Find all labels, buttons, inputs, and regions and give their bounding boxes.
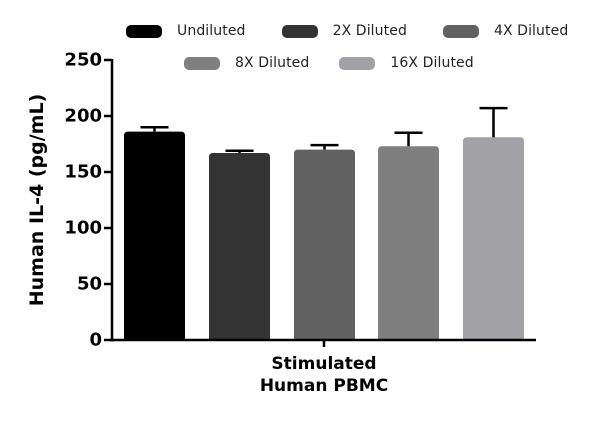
y-tick-label: 150: [64, 161, 102, 183]
legend-swatch: [184, 56, 220, 70]
y-tick-label: 100: [64, 217, 102, 239]
legend-swatch: [442, 24, 479, 38]
bar-16x-diluted: [463, 137, 524, 340]
legend-row-1: Undiluted 2X Diluted 4X Diluted: [126, 23, 590, 39]
error-bar-4x-diluted: [310, 143, 339, 150]
bar-8x-diluted: [378, 146, 439, 340]
legend-item-8x-diluted: 8X Diluted: [184, 55, 309, 71]
y-tick-label: 200: [64, 105, 102, 127]
legend-item-2x-diluted: 2X Diluted: [281, 23, 407, 39]
y-tick-label: 50: [76, 273, 102, 295]
legend-item-undiluted: Undiluted: [126, 23, 246, 39]
legend-label: Undiluted: [177, 23, 246, 39]
x-axis-label: Stimulated Human PBMC: [260, 353, 388, 397]
legend-item-4x-diluted: 4X Diluted: [442, 23, 569, 39]
y-axis-title: Human IL-4 (pg/mL): [26, 93, 48, 307]
error-bars: [140, 106, 508, 153]
x-axis-label-line-1: Stimulated: [271, 354, 377, 374]
error-bar-16x-diluted: [479, 106, 508, 138]
legend-label: 2X Diluted: [332, 23, 407, 39]
bar-2x-diluted: [209, 152, 270, 340]
legend-label: 16X Diluted: [390, 55, 474, 71]
bar-group: [124, 131, 524, 340]
y-tick-label: 0: [89, 329, 102, 351]
bar-undiluted: [124, 131, 185, 340]
legend-label: 8X Diluted: [235, 55, 310, 71]
error-bar-2x-diluted: [225, 149, 254, 153]
axes: [104, 58, 536, 347]
y-tick-label: 250: [64, 49, 102, 71]
x-axis-label-line-2: Human PBMC: [259, 376, 389, 396]
legend-label: 4X Diluted: [493, 23, 569, 39]
legend-swatch: [281, 24, 318, 38]
legend-swatch: [126, 24, 162, 38]
error-bar-undiluted: [140, 125, 169, 132]
legend-swatch: [339, 56, 376, 70]
legend-row-2: 8X Diluted 16X Diluted: [184, 55, 496, 71]
bar-4x-diluted: [294, 149, 355, 340]
legend-item-16x-diluted: 16X Diluted: [339, 55, 474, 71]
error-bar-8x-diluted: [394, 131, 423, 147]
